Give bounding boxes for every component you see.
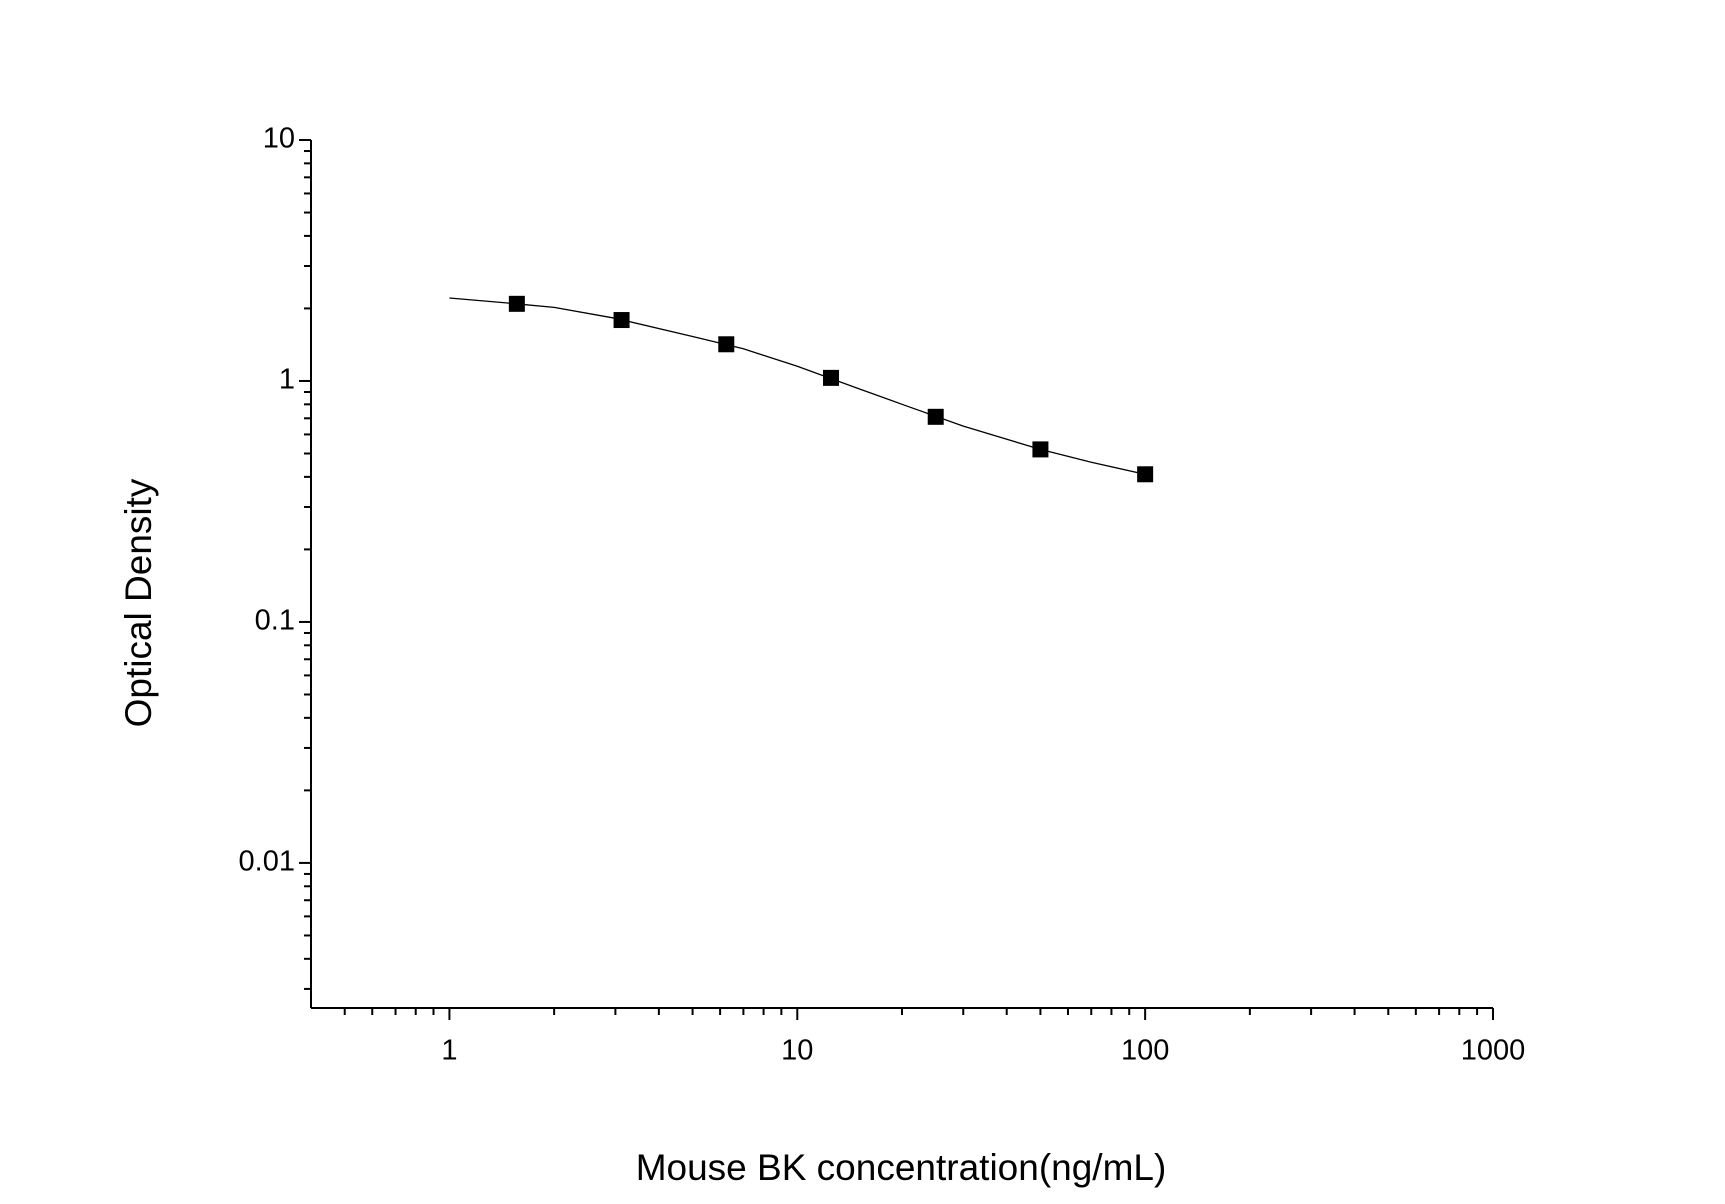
y-tick-label: 0.01: [239, 846, 295, 878]
x-tick-label: 1: [441, 1035, 457, 1067]
data-point: [822, 369, 839, 386]
y-tick-label: 10: [263, 123, 295, 155]
y-tick-label: 0.1: [255, 605, 295, 637]
fit-curve: [449, 297, 1146, 475]
x-tick-label: 100: [1121, 1035, 1169, 1067]
x-tick-label: 10: [781, 1035, 813, 1067]
x-tick-label: 1000: [1461, 1035, 1526, 1067]
x-axis-title: Mouse BK concentration(ng/mL): [636, 1147, 1167, 1188]
y-axis-title: Optical Density: [118, 478, 159, 727]
y-tick-label: 1: [279, 364, 295, 396]
data-point: [1137, 466, 1154, 483]
